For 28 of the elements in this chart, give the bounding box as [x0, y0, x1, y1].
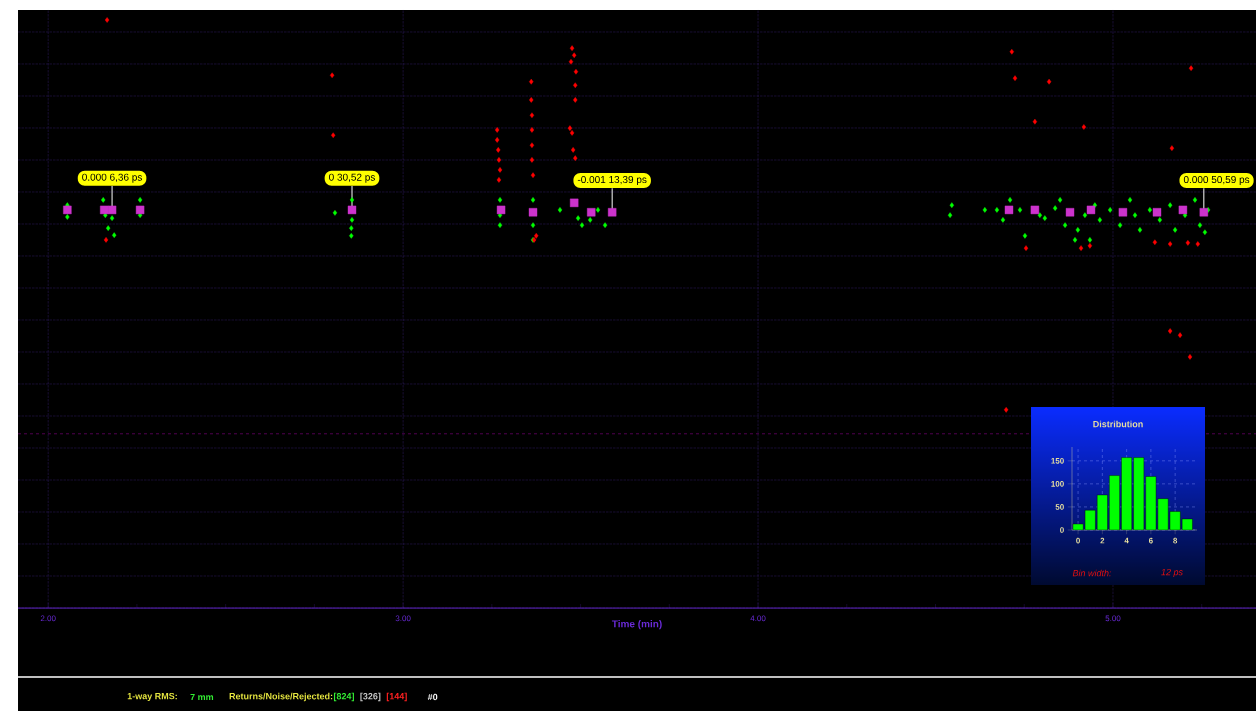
chart-title: Distribution [1093, 420, 1143, 428]
annotation: 12 ps [1161, 568, 1183, 578]
text: [824] [333, 692, 354, 702]
x-tick-label: 5.00 [1105, 615, 1121, 622]
annotation: 0.000 6,36 ps [82, 173, 142, 183]
x-tick-label: 4.00 [750, 615, 766, 622]
x-tick-label: 2.00 [40, 615, 56, 622]
x-tick-label: 8 [1173, 537, 1178, 544]
annotation: Bin width: [1072, 569, 1112, 577]
annotation: 0 30,52 ps [329, 173, 375, 183]
text: 7 mm [190, 693, 214, 701]
annotation: -0.001 13,39 ps [577, 176, 647, 186]
text: 1-way RMS: [127, 692, 177, 702]
y-tick-label: 100 [1051, 481, 1064, 487]
x-tick-label: 6 [1148, 537, 1153, 544]
text: #0 [427, 693, 438, 701]
x-tick-label: 3.00 [395, 615, 411, 622]
y-tick-label: 50 [1055, 504, 1064, 510]
y-tick-label: 150 [1051, 457, 1064, 464]
text: [326] [360, 692, 381, 702]
text: [144] [386, 692, 407, 702]
x-axis-title: Time (min) [611, 620, 662, 630]
y-tick-label: 0 [1060, 527, 1064, 533]
x-tick-label: 2 [1100, 537, 1105, 544]
x-tick-label: 4 [1124, 537, 1129, 544]
text: Returns/Noise/Rejected: [229, 692, 333, 702]
annotation: 0.000 50,59 ps [1183, 176, 1250, 186]
x-tick-label: 0 [1076, 537, 1080, 544]
